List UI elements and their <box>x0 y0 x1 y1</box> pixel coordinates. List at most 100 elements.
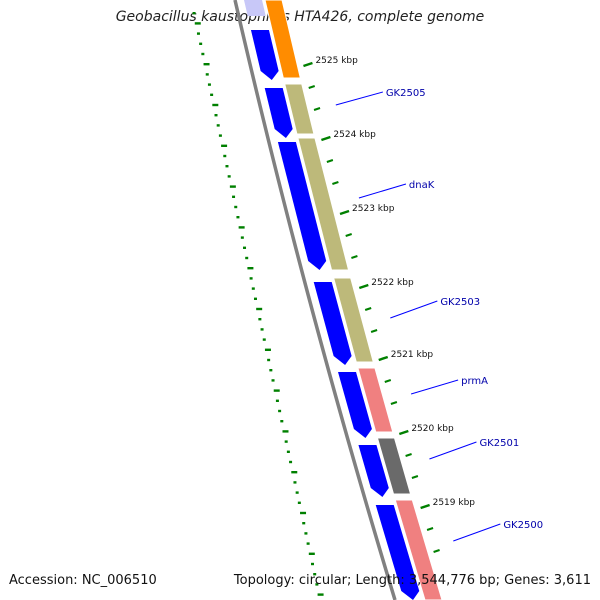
gc-dot <box>192 12 196 15</box>
cds-arrow <box>338 372 372 438</box>
minor-tick <box>411 475 419 479</box>
gc-dot <box>201 52 205 56</box>
minor-tick <box>326 159 334 163</box>
gc-dot <box>271 379 275 382</box>
gc-dot <box>293 481 297 484</box>
gene-callout-line <box>453 523 501 542</box>
tick-label: 2522 kbp <box>371 278 414 288</box>
gc-dot <box>243 246 247 249</box>
major-tick <box>378 355 389 362</box>
major-tick <box>303 61 313 68</box>
gc-dot <box>199 42 203 45</box>
accession-text: Accession: NC_006510 <box>9 573 157 588</box>
gc-dot <box>291 471 298 474</box>
minor-tick <box>384 379 392 383</box>
gc-dot <box>240 236 244 239</box>
cds-arrow <box>277 142 327 270</box>
minor-tick <box>308 85 316 89</box>
ruler-track: 2525 kbp 2524 kbp 2523 kbp 2522 kbp 2521 kbp… <box>303 56 476 553</box>
tick-label: 2521 kbp <box>391 350 434 360</box>
gc-dot <box>227 175 231 178</box>
gc-dot <box>302 522 306 525</box>
gc-dot <box>304 532 308 535</box>
gc-dot <box>234 205 238 209</box>
gene-label-track: GK2505 dnaK GK2503 prmA GK2501 GK2500 <box>335 88 543 542</box>
gc-dot <box>218 134 222 137</box>
gc-dot <box>249 277 253 280</box>
tick-label: 2519 kbp <box>433 498 476 508</box>
gene-feature-box <box>357 367 394 433</box>
minor-tick <box>426 527 434 531</box>
cds-arrow <box>313 282 352 365</box>
gc-dot <box>203 63 210 66</box>
gc-dot <box>282 430 289 433</box>
gc-dot <box>295 491 299 494</box>
gc-dot <box>289 460 293 464</box>
genome-summary-text: Topology: circular; Length: 3,544,776 bp… <box>233 573 591 588</box>
gc-dot <box>297 501 301 504</box>
minor-tick <box>345 233 352 237</box>
major-tick <box>398 429 409 436</box>
gene-callout-line <box>358 183 407 199</box>
gene-callout-line <box>390 300 438 319</box>
minor-tick <box>390 401 398 405</box>
minor-tick <box>370 329 378 333</box>
gc-dot <box>264 348 271 351</box>
minor-tick <box>332 181 339 185</box>
backbone-line <box>233 0 397 600</box>
gene-feature-box <box>333 277 374 363</box>
gc-dot <box>262 338 266 341</box>
cds-arrow <box>244 0 266 16</box>
gene-label: GK2501 <box>479 438 519 449</box>
gene-label: GK2505 <box>386 88 426 99</box>
gc-dot <box>223 154 227 158</box>
gc-dot <box>196 32 200 35</box>
gc-dot <box>315 583 319 586</box>
gc-dot <box>247 267 254 270</box>
gc-dot <box>236 216 240 219</box>
gc-dot <box>311 562 315 566</box>
minor-tick <box>364 307 372 311</box>
gene-callout-line <box>410 379 459 395</box>
gene-callout-line <box>335 91 383 106</box>
gene-label: dnaK <box>409 180 435 191</box>
major-tick <box>358 283 369 290</box>
cds-arrow <box>375 505 420 600</box>
gc-dot <box>251 287 255 290</box>
gene-feature-box <box>264 0 301 79</box>
gc-dot <box>286 450 290 453</box>
gc-dot <box>269 369 273 372</box>
tick-label: 2525 kbp <box>315 56 358 66</box>
gc-dot-track <box>192 12 324 596</box>
gene-label: GK2500 <box>503 520 543 531</box>
gene-feature-box <box>394 499 443 600</box>
gene-feature-box <box>284 83 315 135</box>
cds-arrow <box>264 88 293 138</box>
gene-feature-track <box>264 0 443 600</box>
gene-feature-box <box>297 137 350 271</box>
major-tick <box>420 503 431 510</box>
gc-dot <box>317 593 324 596</box>
gc-dot <box>284 440 288 443</box>
gc-dot <box>273 389 280 392</box>
gc-dot <box>221 144 228 147</box>
gc-dot <box>214 114 218 117</box>
gc-dot <box>232 195 236 198</box>
gc-dot <box>210 93 214 96</box>
map-title: Geobacillus kaustophilus HTA426, complet… <box>115 9 485 25</box>
minor-tick <box>405 453 412 457</box>
major-tick <box>339 209 350 216</box>
gc-dot <box>229 185 236 188</box>
gene-label: prmA <box>461 376 488 387</box>
major-tick <box>321 135 331 142</box>
gc-dot <box>205 73 209 76</box>
gc-dot <box>194 22 201 25</box>
tick-label: 2520 kbp <box>411 424 454 434</box>
tick-label: 2524 kbp <box>333 130 376 140</box>
gc-dot <box>275 399 279 402</box>
minor-tick <box>351 255 358 259</box>
gc-dot <box>258 318 262 321</box>
gc-dot <box>260 328 264 331</box>
gc-dot <box>278 409 282 413</box>
